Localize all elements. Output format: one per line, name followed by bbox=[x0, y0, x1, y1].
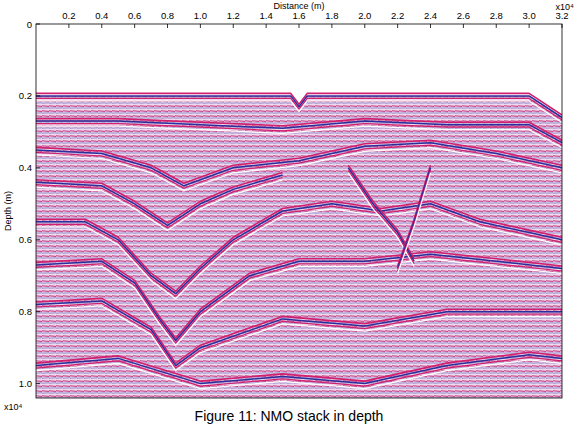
x-tick-label: 0.6 bbox=[128, 10, 141, 21]
x-tick bbox=[68, 24, 69, 28]
x-tick-label: 0.2 bbox=[62, 10, 75, 21]
x-tick-label: 1.8 bbox=[325, 10, 338, 21]
horizon bbox=[36, 352, 562, 381]
chart-container: 0.2 0.4 0.6 0.8 1.0 1.2 1.4 1.6 1.8 2.0 2.2 2.4 2.6 2… bbox=[0, 0, 578, 428]
y-tick-label: 0 bbox=[27, 19, 32, 30]
x-tick bbox=[463, 24, 464, 28]
y-axis-title: Depth (m) bbox=[3, 191, 13, 231]
horizon bbox=[36, 173, 283, 223]
x-tick bbox=[364, 24, 365, 28]
y-tick-label: 0.6 bbox=[19, 234, 32, 245]
horizon bbox=[36, 96, 562, 118]
horizon bbox=[36, 178, 283, 228]
x-tick bbox=[397, 24, 398, 28]
horizon bbox=[36, 180, 283, 230]
x-tick bbox=[200, 24, 201, 28]
x-tick-label: 2.8 bbox=[490, 10, 503, 21]
horizon bbox=[36, 126, 562, 148]
horizon bbox=[36, 148, 562, 191]
horizon bbox=[36, 201, 562, 291]
horizon bbox=[36, 206, 562, 296]
y-tick-label: 0.2 bbox=[19, 90, 32, 101]
chart-svg: 0.2 0.4 0.6 0.8 1.0 1.2 1.4 1.6 1.8 2.0 2.2 2.4 2.6 2… bbox=[0, 0, 578, 428]
frame bbox=[36, 24, 562, 398]
x-tick-label: 0.8 bbox=[161, 10, 174, 21]
x-tick-label: 2.0 bbox=[358, 10, 371, 21]
x-tick bbox=[167, 24, 168, 28]
x-tick bbox=[562, 24, 563, 28]
x-tick-label: 1.2 bbox=[227, 10, 240, 21]
y-tick-label: 0.4 bbox=[19, 162, 32, 173]
horizon bbox=[398, 168, 431, 269]
horizon bbox=[398, 170, 431, 271]
horizon bbox=[36, 355, 562, 384]
x-tick bbox=[529, 24, 530, 28]
x-tick bbox=[299, 24, 300, 28]
horizon bbox=[36, 98, 562, 120]
x-tick bbox=[266, 24, 267, 28]
x-scale-label: x10⁴ bbox=[556, 2, 575, 12]
x-tick bbox=[430, 24, 431, 28]
x-axis-title: Distance (m) bbox=[273, 1, 324, 11]
y-scale-label: x10⁴ bbox=[4, 402, 23, 412]
x-tick-label: 1.0 bbox=[194, 10, 207, 21]
x-tick bbox=[101, 24, 102, 28]
x-tick-label: 2.2 bbox=[391, 10, 404, 21]
caption: Figure 11: NMO stack in depth bbox=[195, 408, 384, 424]
x-tick bbox=[496, 24, 497, 28]
y-tick-label: 0.8 bbox=[19, 306, 32, 317]
horizon bbox=[36, 254, 562, 340]
horizon bbox=[36, 209, 562, 299]
y-tick bbox=[36, 95, 40, 96]
horizon bbox=[36, 204, 562, 294]
horizon bbox=[36, 357, 562, 386]
x-tick-label: 0.4 bbox=[95, 10, 108, 21]
x-tick-label: 2.4 bbox=[424, 10, 437, 21]
y-tick-label: 1.0 bbox=[19, 378, 32, 389]
x-tick bbox=[233, 24, 234, 28]
y-tick bbox=[36, 167, 40, 168]
y-tick bbox=[36, 239, 40, 240]
horizon bbox=[36, 124, 562, 146]
y-tick bbox=[36, 24, 40, 25]
horizon bbox=[36, 259, 562, 345]
x-tick-label: 2.6 bbox=[457, 10, 470, 21]
x-tick bbox=[331, 24, 332, 28]
horizon bbox=[36, 145, 562, 188]
plot-area bbox=[36, 93, 562, 398]
x-tick bbox=[134, 24, 135, 28]
horizon bbox=[398, 165, 431, 266]
y-tick bbox=[36, 383, 40, 384]
seismic-data bbox=[36, 96, 562, 398]
horizon bbox=[36, 360, 562, 389]
horizon bbox=[36, 257, 562, 343]
y-tick bbox=[36, 311, 40, 312]
horizon bbox=[36, 143, 562, 186]
x-tick-label: 3.0 bbox=[523, 10, 536, 21]
x-tick-label: 1.6 bbox=[292, 10, 305, 21]
x-tick-label: 1.4 bbox=[260, 10, 273, 21]
horizon bbox=[36, 175, 283, 225]
horizon bbox=[398, 173, 431, 274]
